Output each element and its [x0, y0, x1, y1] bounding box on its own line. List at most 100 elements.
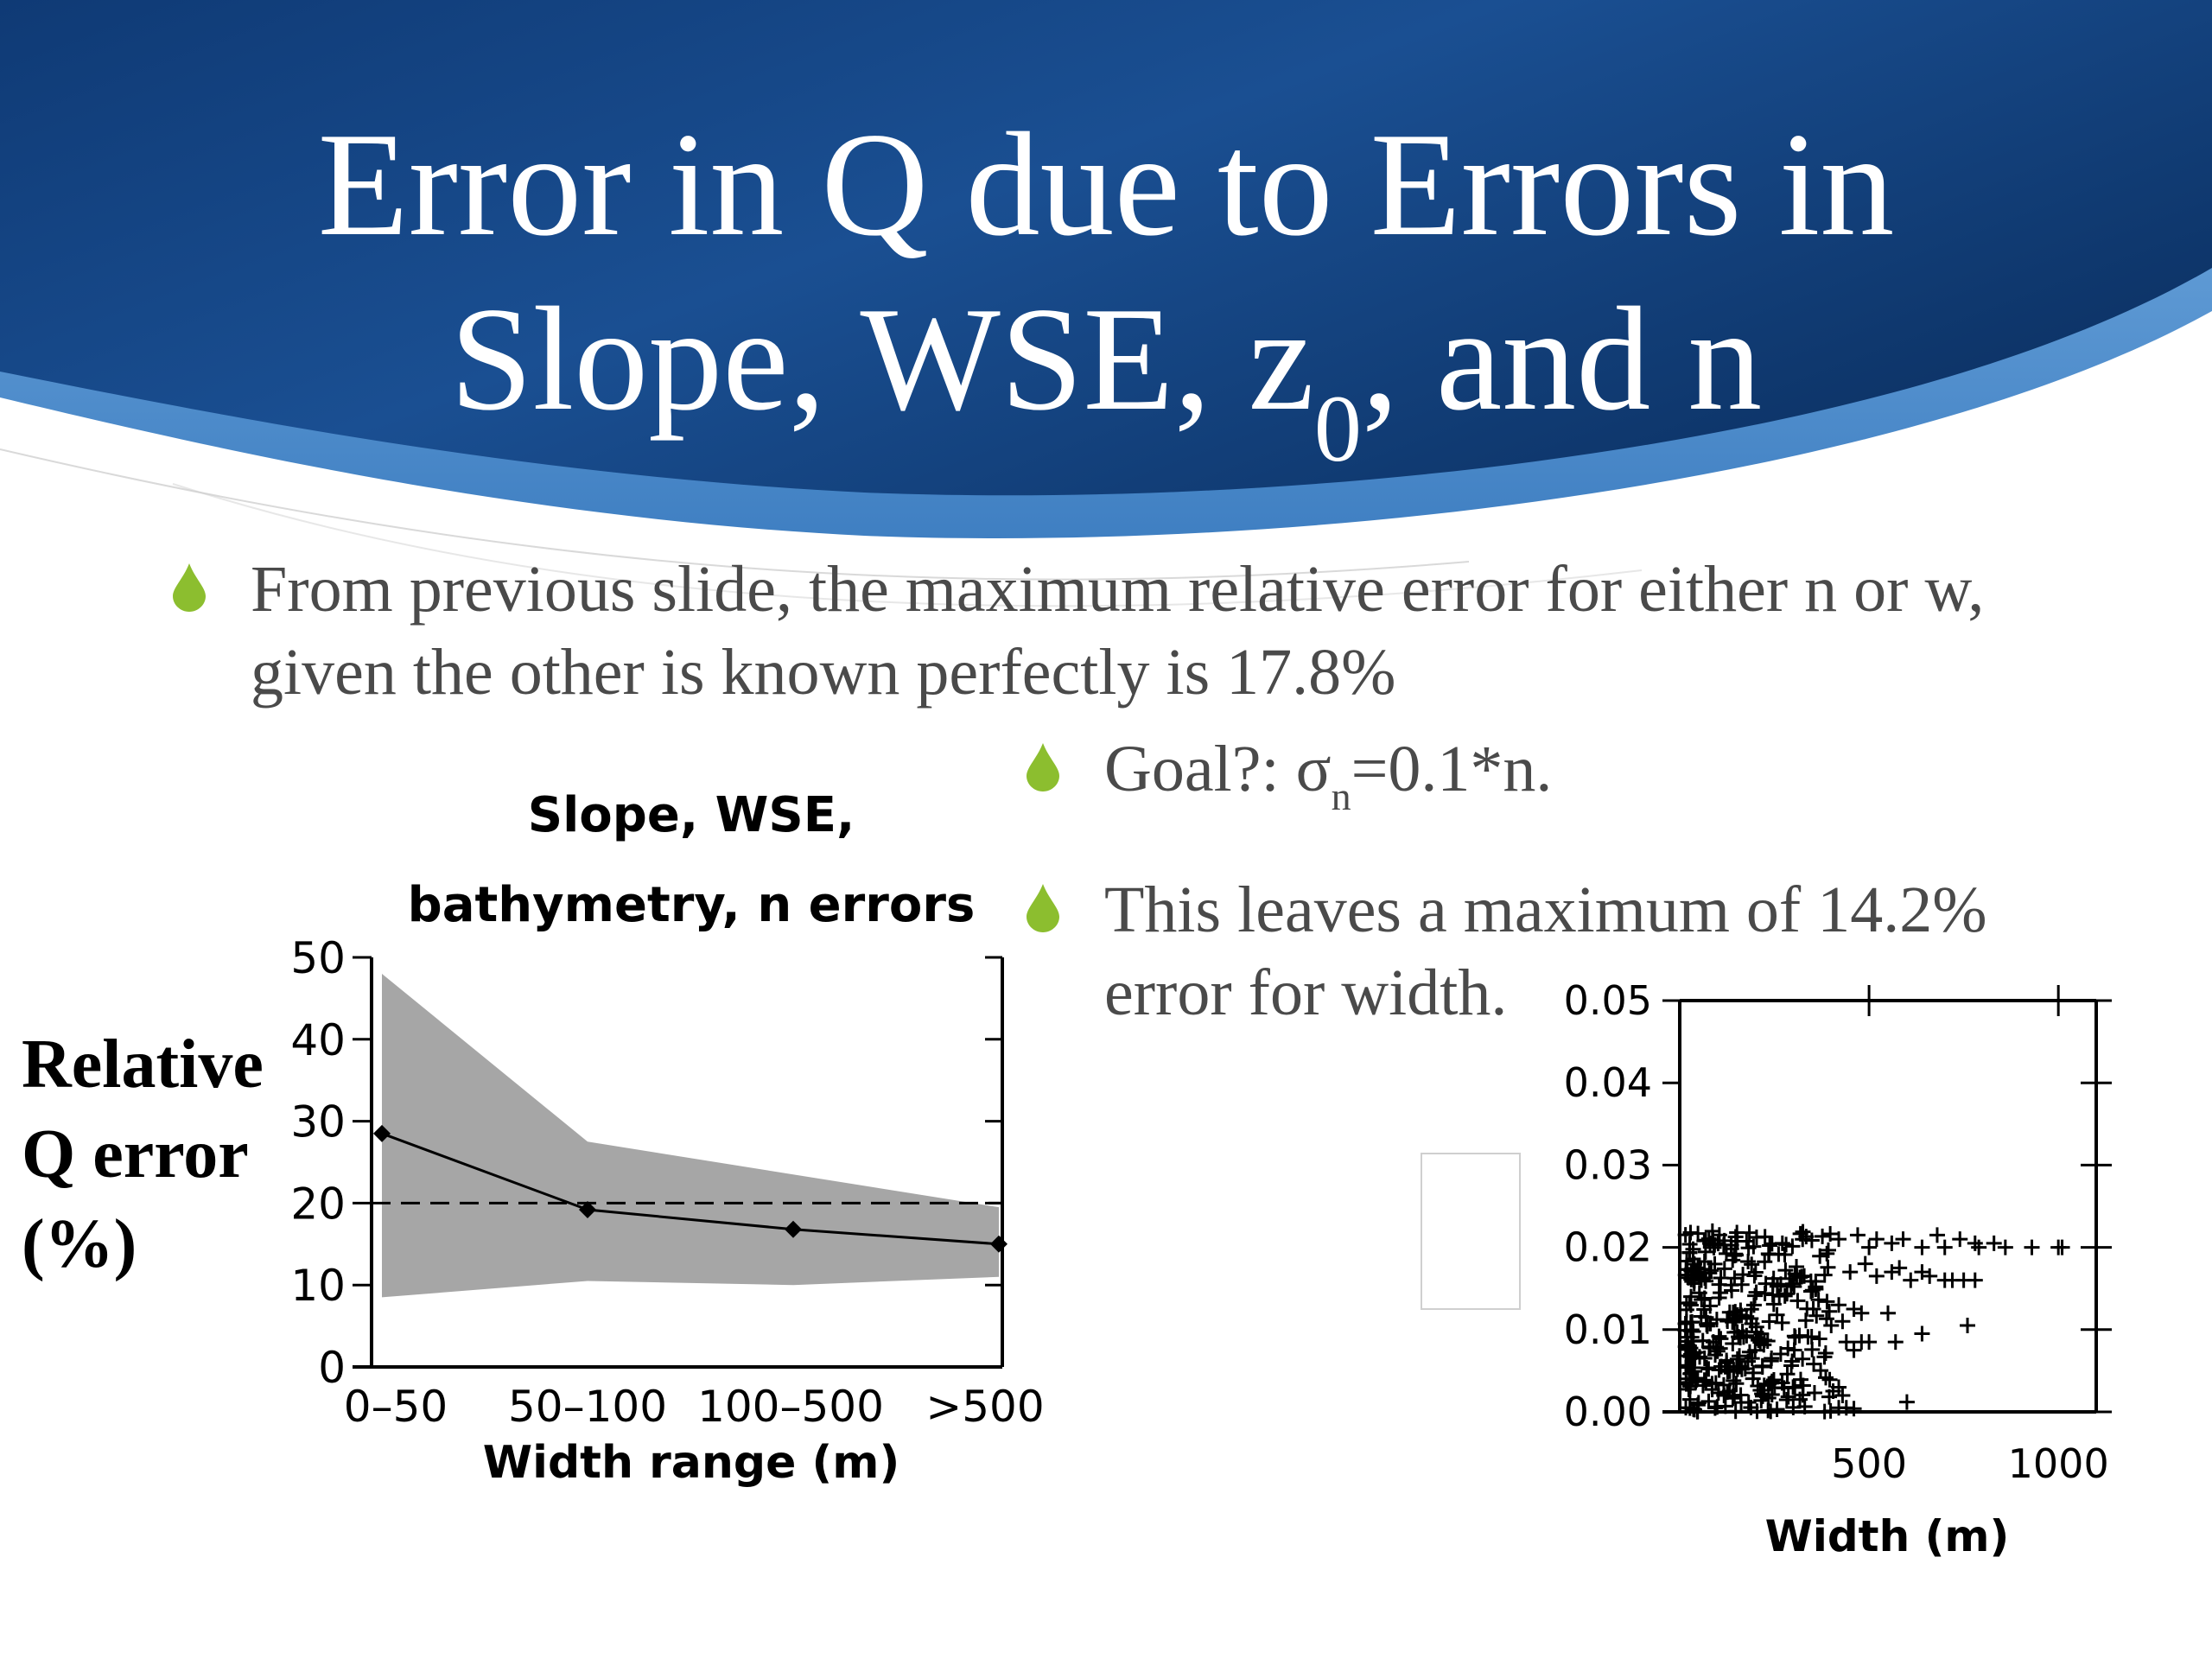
chart2-point	[1690, 1260, 1707, 1276]
chart2-point	[1760, 1245, 1777, 1262]
chart2-point	[1772, 1276, 1789, 1293]
chart2-point	[1831, 1231, 1847, 1248]
chart2-point	[1816, 1267, 1833, 1283]
chart1-data-point	[579, 1200, 596, 1218]
chart2-point	[1816, 1349, 1833, 1365]
bullet-3: This leaves a maximum of 14.2% error for…	[1027, 868, 1987, 1034]
chart1-x-tick-label: >500	[925, 1382, 1044, 1432]
chart2-point	[1791, 1391, 1808, 1408]
chart2-point	[1846, 1301, 1862, 1317]
chart2-point	[2024, 1239, 2040, 1255]
chart2-point	[1757, 1229, 1773, 1245]
bullet-3-line-1: This leaves a maximum of 14.2%	[1104, 874, 1987, 946]
chart2-point	[1685, 1401, 1701, 1417]
chart2-point	[2054, 1239, 2070, 1255]
chart1-error-band	[382, 973, 999, 1298]
title-text-prefix: Slope, WSE, z	[449, 277, 1314, 442]
chart2-point	[1903, 1272, 1919, 1288]
chart2-point	[1737, 1361, 1753, 1377]
chart2-y-tick-label: 0.05	[1564, 977, 1652, 1024]
chart2-point	[1747, 1342, 1764, 1358]
green-drop-bullet-icon	[1027, 743, 1059, 791]
chart2-point	[1779, 1366, 1796, 1382]
bullet-1-line-1: From previous slide, the maximum relativ…	[251, 553, 1985, 626]
chart1-data-point	[373, 1124, 391, 1142]
empty-placeholder-box	[1421, 1153, 1521, 1310]
chart2-x-tick-label: 500	[1831, 1440, 1907, 1487]
chart2-point	[1713, 1270, 1729, 1287]
chart2-point	[1914, 1325, 1930, 1342]
chart2-point	[1726, 1372, 1742, 1389]
chart2-point	[1800, 1329, 1816, 1345]
chart2-point	[1777, 1262, 1794, 1279]
chart2-point	[1691, 1267, 1707, 1283]
chart2-point	[1819, 1245, 1835, 1262]
chart2-point	[1821, 1371, 1838, 1388]
chart2-point	[1699, 1359, 1715, 1376]
chart2-point	[1914, 1239, 1930, 1255]
chart2-point	[1780, 1340, 1796, 1357]
chart2-y-tick-label: 0.04	[1564, 1059, 1652, 1106]
chart2-point	[1764, 1387, 1780, 1403]
chart2-point	[1764, 1351, 1780, 1367]
chart2-point	[1732, 1348, 1748, 1364]
green-drop-bullet-icon	[173, 563, 206, 612]
chart1-y-tick-label: 20	[290, 1179, 346, 1229]
chart1-y-ticks: 0 10 20 30 40 50	[290, 933, 1002, 1393]
bullet-2-text: Goal?: σn=0.1*n.	[1104, 728, 1552, 819]
chart2-point	[1704, 1223, 1720, 1239]
chart2-point	[1721, 1382, 1738, 1399]
chart2-point	[1679, 1253, 1695, 1269]
chart2-point	[1820, 1259, 1836, 1275]
chart2-point	[1789, 1293, 1806, 1309]
left-label-line-1: Relative	[22, 1027, 264, 1103]
title-text-suffix: , and n	[1361, 277, 1763, 442]
chart2-point	[1808, 1273, 1824, 1289]
chart1-x-tick-label: 50–100	[508, 1382, 667, 1432]
bullet-2: Goal?: σn=0.1*n.	[1027, 728, 1552, 819]
chart2-point	[1699, 1316, 1715, 1332]
chart2-point	[1778, 1392, 1795, 1408]
bullet-2-suffix: =0.1*n.	[1351, 733, 1553, 805]
chart2-point	[1887, 1334, 1904, 1351]
chart1-x-ticks: 0–50 50–100 100–500 >500	[344, 1382, 1045, 1432]
chart2-point	[1758, 1275, 1774, 1292]
chart2-point	[1769, 1278, 1785, 1294]
chart2-point	[1689, 1370, 1706, 1387]
header-banner	[0, 0, 2212, 607]
chart2-point	[1704, 1376, 1720, 1392]
chart1-x-axis-label: Width range (m)	[483, 1437, 899, 1489]
chart2-point	[1716, 1261, 1732, 1277]
chart2-point	[1682, 1314, 1699, 1331]
relative-q-error-label: Relative Q error (%)	[22, 1020, 264, 1289]
chart2-point	[1756, 1332, 1772, 1348]
chart2-point	[1880, 1305, 1896, 1321]
chart2-point	[1709, 1343, 1726, 1359]
chart2-point	[1784, 1353, 1801, 1370]
chart2-point	[1838, 1334, 1854, 1351]
chart2-point	[1700, 1393, 1717, 1409]
chart2-point	[1747, 1287, 1764, 1304]
chart2-point	[1795, 1351, 1811, 1367]
chart2-point	[1696, 1301, 1713, 1318]
chart2-point	[1683, 1288, 1700, 1305]
chart1-y-tick-label: 50	[290, 933, 346, 983]
chart2-point	[1771, 1288, 1788, 1305]
chart2-point	[1744, 1256, 1760, 1273]
chart1-title-line-2: bathymetry, n errors	[408, 877, 976, 933]
chart2-point	[1705, 1334, 1721, 1351]
chart2-point	[1831, 1379, 1847, 1395]
chart2-point	[1815, 1228, 1831, 1244]
chart1-x-tick-label: 100–500	[697, 1382, 884, 1432]
chart2-point	[1729, 1351, 1745, 1367]
chart2-point	[1740, 1394, 1757, 1410]
chart2-point	[1812, 1248, 1828, 1264]
chart1-y-tick-label: 10	[290, 1261, 346, 1311]
chart2-point	[1774, 1235, 1790, 1251]
chart2-point	[1729, 1306, 1745, 1323]
q-error-chart: Slope, WSE, bathymetry, n errors 0 10 20 30…	[290, 787, 1045, 1489]
chart2-point	[1971, 1239, 1987, 1255]
n-vs-width-scatter: 0.00 0.01 0.02 0.03 0.04 0.05 500 1000 Width (…	[1564, 977, 2112, 1561]
chart2-point	[1960, 1318, 1976, 1334]
chart2-point	[1713, 1331, 1729, 1347]
